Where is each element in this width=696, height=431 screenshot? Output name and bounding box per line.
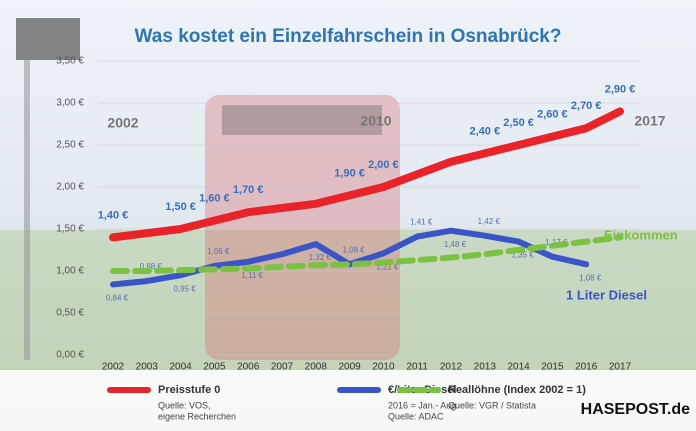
x-tick-label: 2013 <box>474 362 497 373</box>
greenery <box>0 230 696 370</box>
bus-sign <box>222 105 382 135</box>
legend-source: Quelle: ADAC <box>388 411 444 421</box>
y-tick-label: 2,00 € <box>56 182 84 193</box>
legend-source: Quelle: VOS, <box>158 400 211 410</box>
value-label: 1,40 € <box>98 209 129 221</box>
x-tick-label: 2003 <box>136 362 159 373</box>
brand: HASEPOST.de <box>581 401 690 418</box>
x-tick-label: 2016 <box>575 362 598 373</box>
y-tick-label: 1,00 € <box>56 266 84 277</box>
x-tick-label: 2009 <box>338 362 361 373</box>
x-tick-label: 2010 <box>372 362 395 373</box>
value-label: 1,50 € <box>165 201 196 213</box>
value-label: 1,06 € <box>207 247 230 256</box>
value-label: 1,42 € <box>478 217 501 226</box>
y-tick-label: 0,50 € <box>56 308 84 319</box>
value-label: 1,21 € <box>376 262 399 271</box>
y-tick-label: 0,00 € <box>56 350 84 361</box>
x-tick-label: 2004 <box>169 362 192 373</box>
value-label: 0,95 € <box>173 284 196 293</box>
x-tick-label: 2008 <box>305 362 328 373</box>
y-tick-label: 1,50 € <box>56 224 84 235</box>
legend-label: Preisstufe 0 <box>158 384 220 396</box>
value-label: 2,00 € <box>368 159 399 171</box>
bus <box>205 95 400 360</box>
x-tick-label: 2012 <box>440 362 463 373</box>
display <box>16 18 80 60</box>
value-label: 1,32 € <box>309 253 332 262</box>
legend-label: Reallöhne (Index 2002 = 1) <box>448 384 586 396</box>
x-tick-label: 2006 <box>237 362 260 373</box>
y-tick-label: 3,50 € <box>56 56 84 67</box>
value-label: 0,84 € <box>106 294 129 303</box>
value-label: 2,60 € <box>537 109 568 121</box>
x-tick-label: 2002 <box>102 362 125 373</box>
series-line <box>109 107 624 242</box>
series-line <box>110 234 623 274</box>
x-tick-label: 2017 <box>609 362 632 373</box>
value-label: 1,70 € <box>233 184 264 196</box>
y-tick-label: 3,00 € <box>56 98 84 109</box>
value-label: 1,08 € <box>342 245 365 254</box>
value-label: 1,48 € <box>444 240 467 249</box>
annotation: 2002 <box>107 115 138 131</box>
value-label: 1,08 € <box>579 273 602 282</box>
value-label: 1,35 € <box>511 251 534 260</box>
value-label: 2,40 € <box>470 125 501 137</box>
legend-source: Quelle: VGR / Statista <box>448 400 536 410</box>
x-tick-label: 2015 <box>541 362 564 373</box>
value-label: 2,50 € <box>503 117 534 129</box>
value-label: 1,60 € <box>199 193 230 205</box>
x-tick-label: 2014 <box>507 362 530 373</box>
annotation: 2010 <box>360 113 391 129</box>
legend-source: 2016 = Jan.- Aug. <box>388 400 459 410</box>
y-tick-label: 2,50 € <box>56 140 84 151</box>
value-label: 2,70 € <box>571 100 602 112</box>
legend-source: eigene Recherchen <box>158 411 236 421</box>
annotation: Einkommen <box>604 227 678 242</box>
chart-title: Was kostet ein Einzelfahrschein in Osnab… <box>135 26 562 47</box>
x-tick-label: 2005 <box>203 362 226 373</box>
annotation: 2017 <box>634 113 665 129</box>
legend-background <box>0 370 696 431</box>
value-label: 1,90 € <box>334 167 365 179</box>
x-tick-label: 2007 <box>271 362 294 373</box>
value-label: 2,90 € <box>605 83 636 95</box>
value-label: 1,41 € <box>410 218 433 227</box>
pole <box>24 60 30 360</box>
annotation: 1 Liter Diesel <box>566 287 647 302</box>
x-tick-label: 2011 <box>406 362 428 373</box>
value-label: 0,88 € <box>140 262 163 271</box>
value-label: 1,11 € <box>241 271 263 280</box>
